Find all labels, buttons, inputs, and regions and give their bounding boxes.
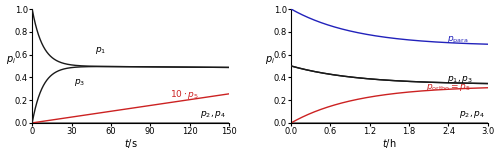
X-axis label: $t$/s: $t$/s: [124, 137, 138, 150]
Text: $p_3$: $p_3$: [74, 77, 86, 88]
Y-axis label: $p_i$: $p_i$: [264, 54, 274, 66]
Text: $p_1, p_3$: $p_1, p_3$: [447, 74, 473, 85]
Text: $10 \cdot p_5$: $10 \cdot p_5$: [170, 88, 199, 101]
Text: $p_{\rm ortho} = p_5$: $p_{\rm ortho} = p_5$: [426, 82, 470, 93]
Text: $p_2, p_4$: $p_2, p_4$: [458, 109, 484, 120]
Text: $p_1$: $p_1$: [95, 45, 106, 56]
Text: $p_{\rm para}$: $p_{\rm para}$: [447, 35, 468, 46]
X-axis label: $t$/h: $t$/h: [382, 137, 396, 150]
Y-axis label: $p_i$: $p_i$: [6, 54, 16, 66]
Text: $p_2, p_4$: $p_2, p_4$: [200, 109, 226, 120]
